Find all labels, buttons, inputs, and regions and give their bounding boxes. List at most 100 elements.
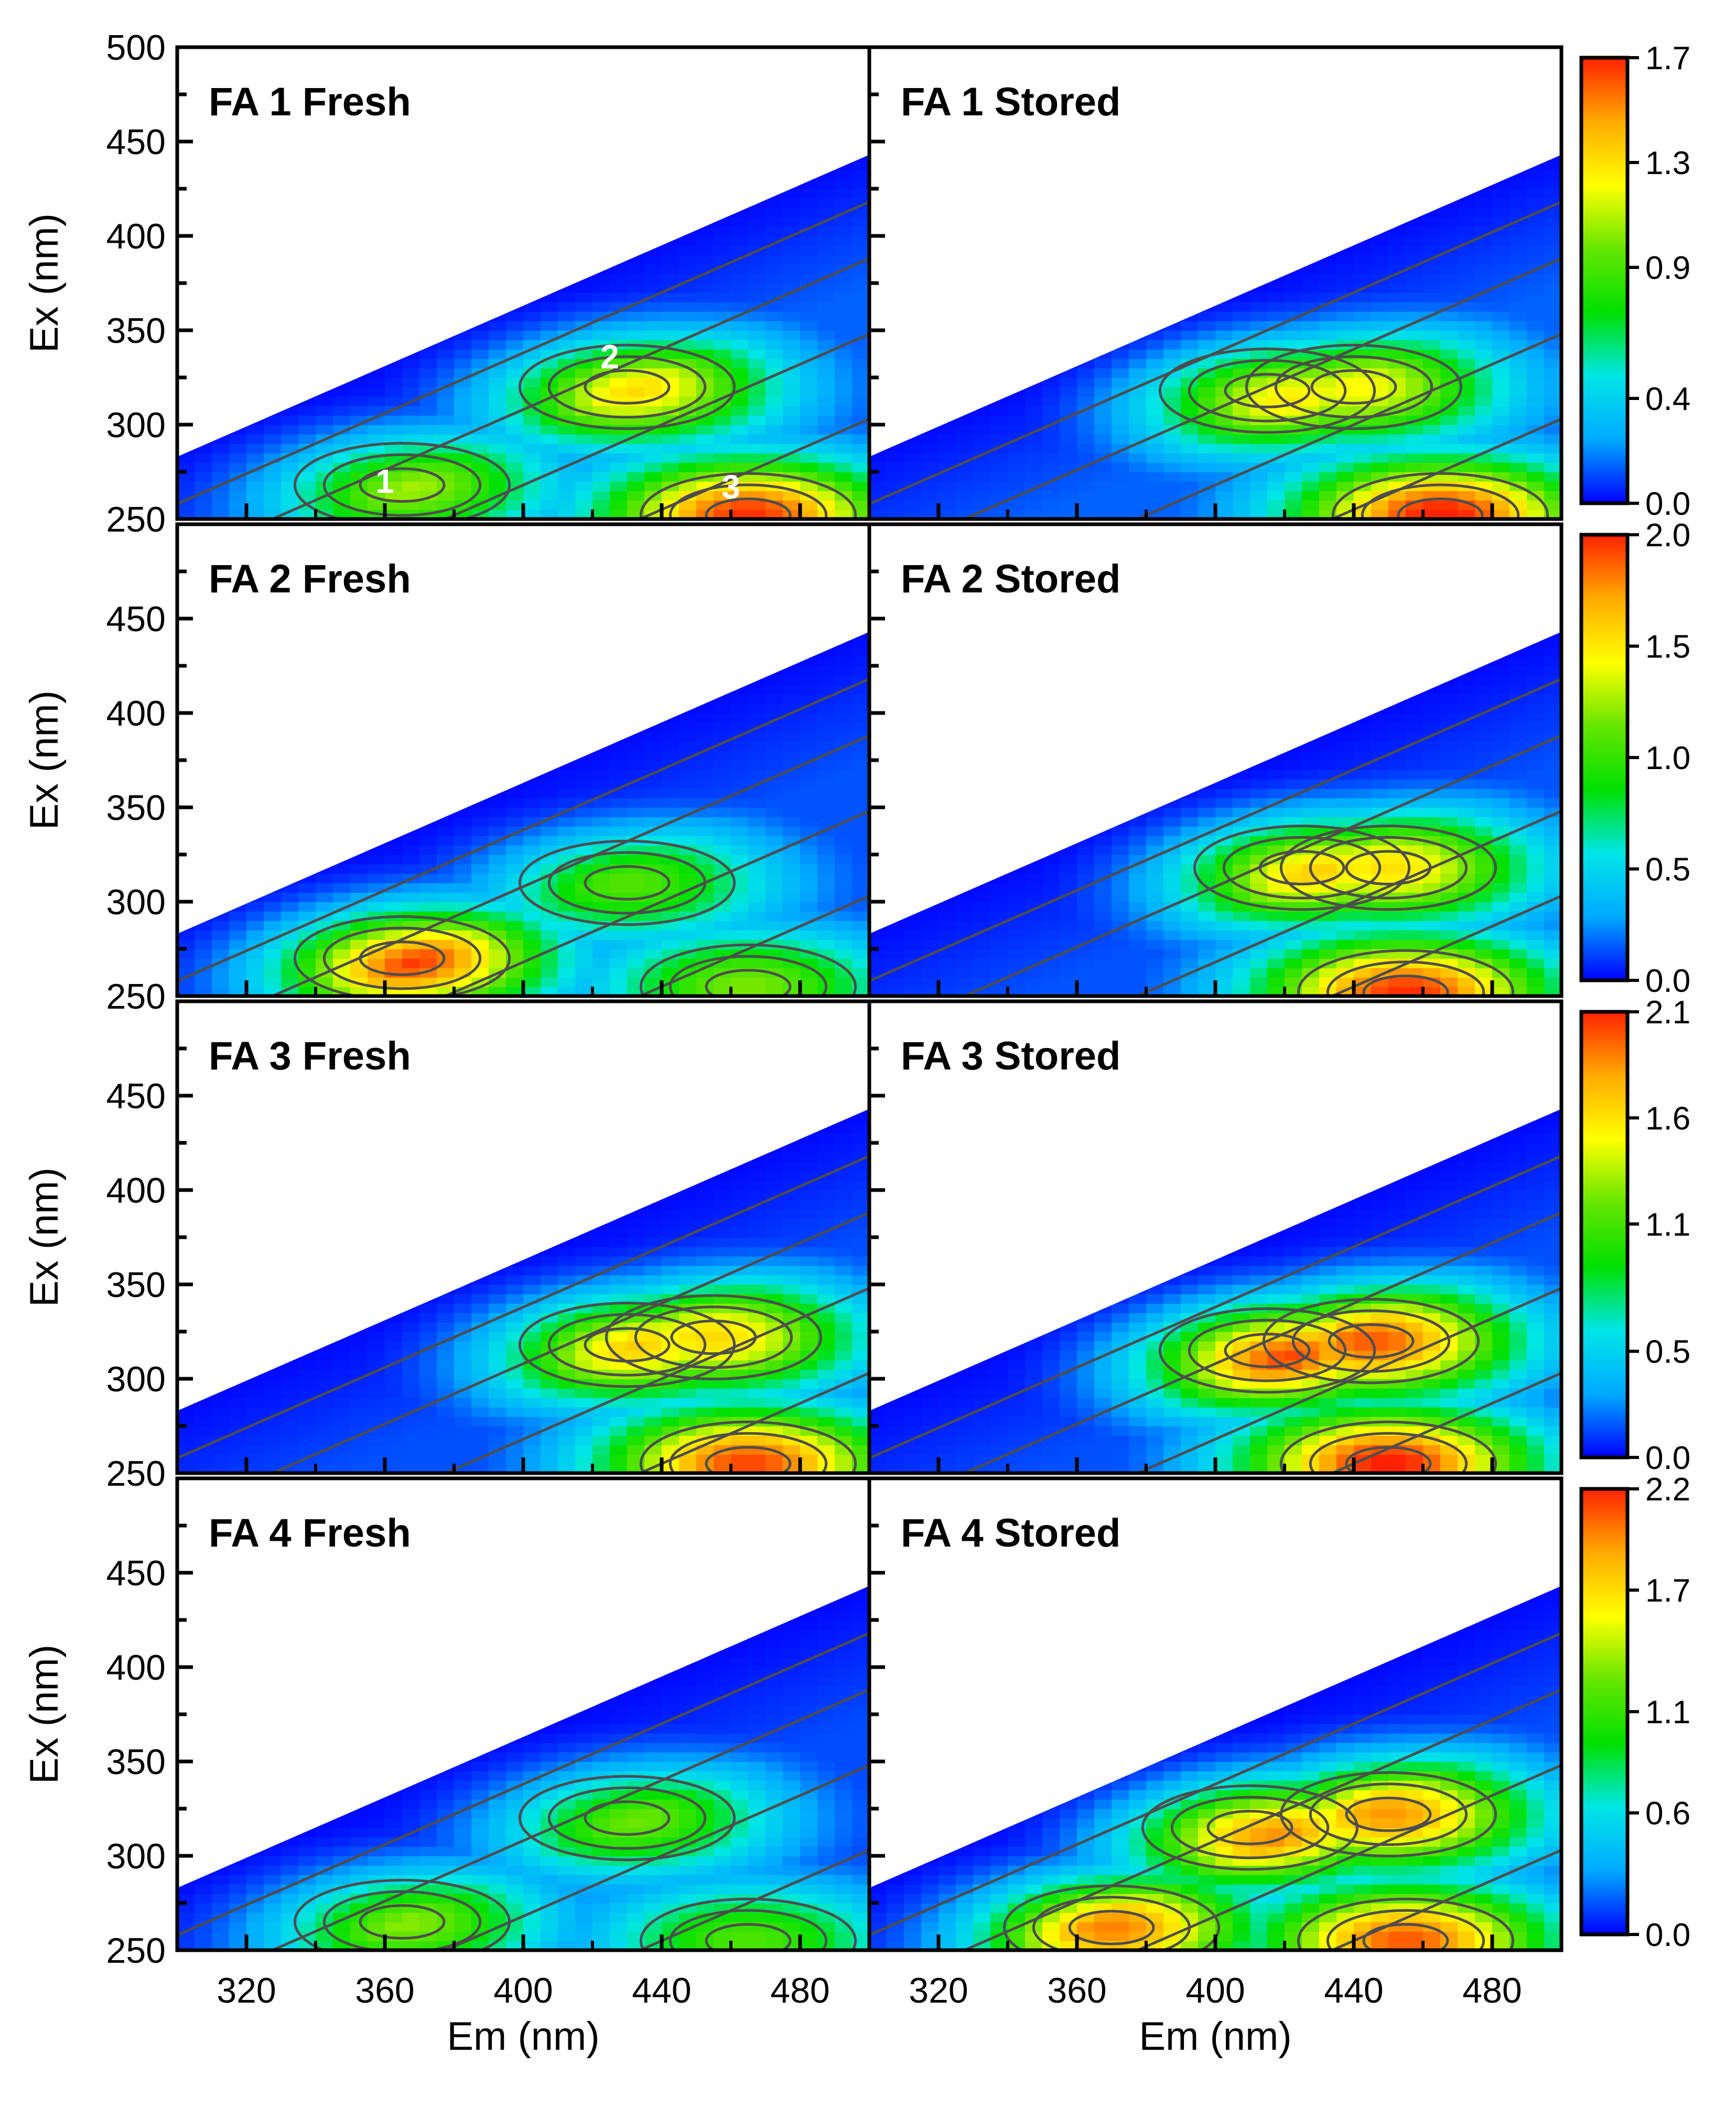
- heatmap-cell: [817, 675, 835, 685]
- heatmap-cell: [696, 340, 714, 350]
- heatmap-cell: [471, 1417, 489, 1426]
- heatmap-cell: [973, 911, 991, 921]
- heatmap-cell: [1440, 236, 1458, 246]
- heatmap-cell: [1423, 302, 1441, 312]
- heatmap-cell: [471, 892, 489, 902]
- heatmap-cell: [817, 798, 835, 808]
- heatmap-cell: [748, 704, 766, 714]
- heatmap-cell: [1406, 722, 1424, 732]
- heatmap-cell: [731, 510, 749, 519]
- heatmap-cell: [1302, 939, 1320, 949]
- heatmap-cell: [523, 836, 541, 846]
- heatmap-cell: [1440, 321, 1458, 331]
- heatmap-cell: [644, 1417, 662, 1426]
- heatmap-cell: [662, 930, 680, 940]
- heatmap-cell: [541, 930, 558, 940]
- heatmap-cell: [246, 987, 264, 996]
- heatmap-cell: [1388, 770, 1406, 780]
- heatmap-cell: [783, 883, 801, 893]
- heatmap-cell: [1077, 500, 1095, 510]
- heatmap-cell: [592, 453, 610, 463]
- heatmap-cell: [541, 1417, 558, 1426]
- heatmap-cell: [575, 481, 593, 491]
- heatmap-cell: [990, 453, 1008, 463]
- heatmap-cell: [627, 1407, 645, 1417]
- heatmap-cell: [662, 798, 680, 808]
- heatmap-cell: [489, 349, 506, 359]
- heatmap-cell: [264, 892, 282, 902]
- heatmap-cell: [1509, 462, 1527, 472]
- heatmap-cell: [471, 415, 489, 425]
- heatmap-cell: [835, 836, 853, 846]
- heatmap-cell: [558, 1398, 576, 1408]
- heatmap-cell: [1527, 434, 1545, 444]
- heatmap-cell: [1181, 807, 1199, 817]
- heatmap-cell: [489, 921, 506, 931]
- heatmap-cell: [783, 302, 801, 312]
- heatmap-cell: [506, 396, 524, 406]
- heatmap-cell: [1285, 958, 1302, 968]
- heatmap-cell: [437, 902, 455, 912]
- heatmap-cell: [1544, 406, 1561, 416]
- heatmap-cell: [1527, 647, 1545, 657]
- heatmap-cell: [1302, 491, 1320, 501]
- heatmap-cell: [1302, 321, 1320, 331]
- heatmap-cell: [385, 1350, 403, 1360]
- heatmap-cell: [731, 330, 749, 340]
- heatmap-cell: [333, 1360, 351, 1370]
- heatmap-cell: [696, 1398, 714, 1408]
- heatmap-cell: [679, 713, 697, 723]
- heatmap-cell: [177, 1426, 195, 1436]
- heatmap-cell: [731, 1181, 749, 1191]
- heatmap-cell: [1458, 425, 1475, 435]
- heatmap-cell: [489, 883, 506, 893]
- heatmap-cell: [1198, 921, 1216, 931]
- heatmap-cell: [541, 510, 558, 519]
- heatmap-cell: [835, 845, 853, 855]
- heatmap-cell: [662, 1247, 680, 1257]
- heatmap-cell: [1319, 500, 1337, 510]
- heatmap-cell: [800, 189, 818, 199]
- heatmap-cell: [489, 1379, 506, 1389]
- heatmap-cell: [1544, 807, 1561, 817]
- heatmap-cell: [419, 855, 437, 864]
- heatmap-cell: [662, 491, 680, 501]
- heatmap-cell: [1406, 245, 1424, 255]
- heatmap-cell: [1475, 666, 1493, 676]
- heatmap-cell: [696, 817, 714, 827]
- heatmap-cell: [195, 977, 212, 987]
- heatmap-cell: [765, 807, 783, 817]
- heatmap-cell: [783, 340, 801, 350]
- heatmap-cell: [731, 751, 749, 761]
- heatmap-cell: [1354, 864, 1372, 874]
- contour-line: [869, 677, 1561, 982]
- heatmap-cell: [644, 1256, 662, 1266]
- heatmap-cell: [385, 1454, 403, 1464]
- heatmap-cell: [592, 751, 610, 761]
- heatmap-cell: [1129, 817, 1147, 827]
- heatmap-cell: [437, 1294, 455, 1304]
- heatmap-cell: [506, 1294, 524, 1304]
- heatmap-cell: [281, 1398, 299, 1408]
- heatmap-cell: [1492, 340, 1510, 350]
- heatmap-cell: [523, 1454, 541, 1464]
- heatmap-cell: [835, 855, 853, 864]
- heatmap-cell: [939, 911, 956, 921]
- heatmap-cell: [1112, 836, 1129, 846]
- heatmap-cell: [1509, 892, 1527, 902]
- heatmap-cell: [765, 226, 783, 236]
- heatmap-cell: [835, 462, 853, 472]
- heatmap-cell: [1423, 444, 1441, 453]
- heatmap-cell: [437, 845, 455, 855]
- heatmap-cell: [1544, 472, 1561, 482]
- heatmap-cell: [1458, 217, 1475, 227]
- heatmap-cell: [229, 510, 247, 519]
- heatmap-cell: [368, 1360, 385, 1370]
- heatmap-cell: [592, 1464, 610, 1473]
- heatmap-cell: [817, 377, 835, 387]
- heatmap-cell: [800, 1360, 818, 1370]
- heatmap-cell: [1492, 779, 1510, 789]
- heatmap-cell: [783, 245, 801, 255]
- heatmap-cell: [506, 987, 524, 996]
- heatmap-cell: [1285, 798, 1302, 808]
